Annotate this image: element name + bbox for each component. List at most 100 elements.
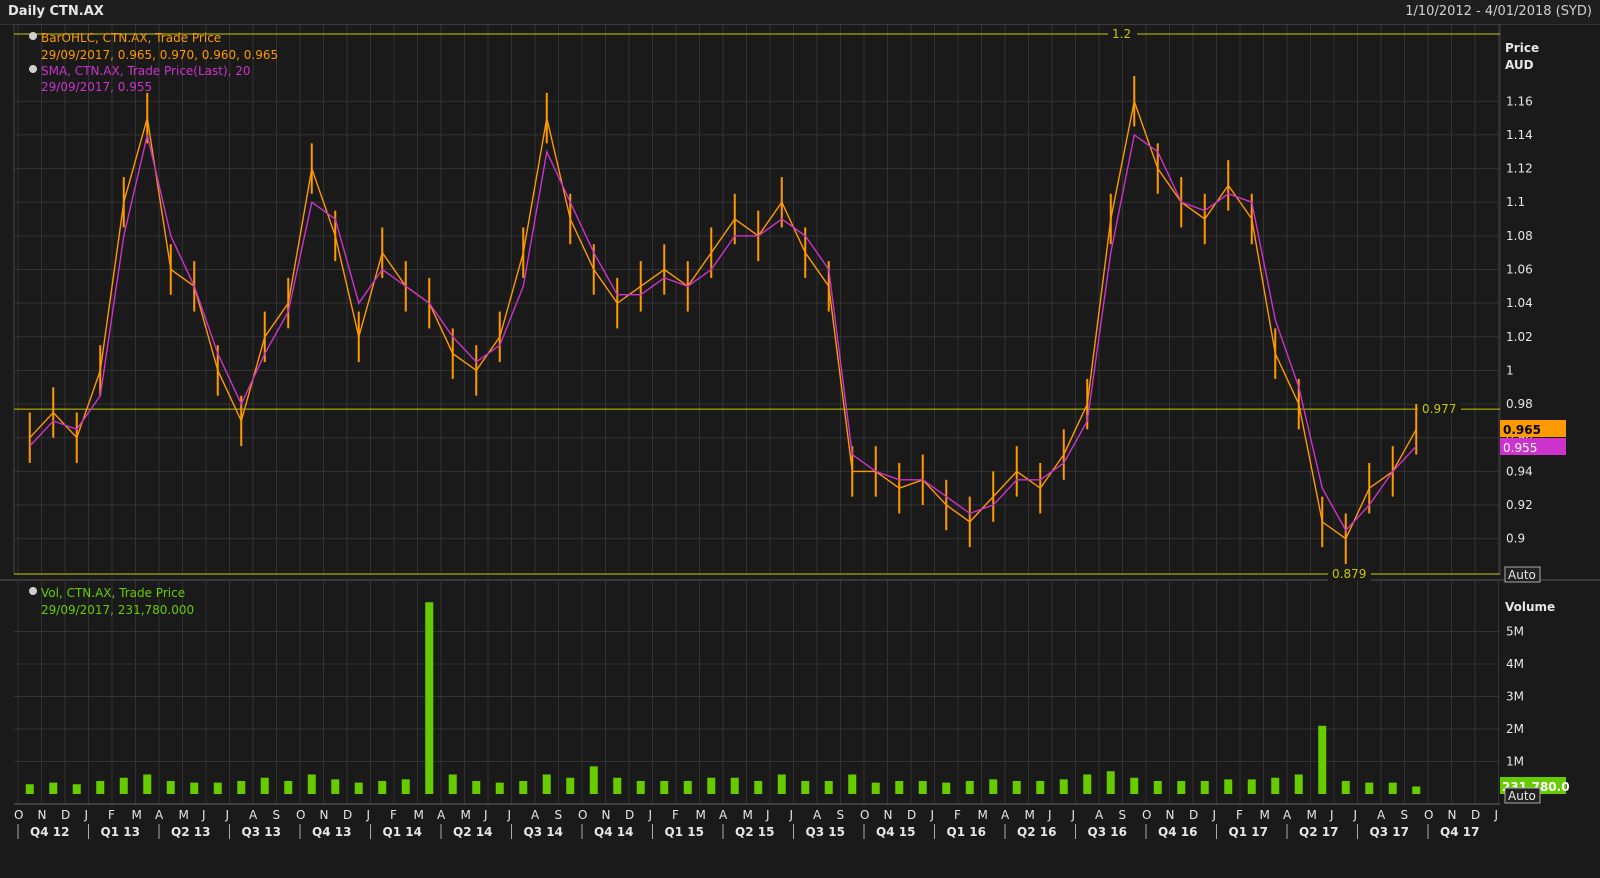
quarter-label: Q2 17 <box>1299 825 1338 839</box>
volume-bar <box>777 774 786 794</box>
month-label: A <box>1095 808 1104 822</box>
month-label: M <box>414 808 424 822</box>
price-auto-button[interactable] <box>1504 566 1541 583</box>
price-tick-label: 1.02 <box>1506 330 1533 344</box>
chart-title: Daily CTN.AX <box>8 4 104 19</box>
volume-bar <box>1153 781 1162 794</box>
month-label: D <box>625 808 634 822</box>
month-label: J <box>225 808 230 822</box>
volume-bar <box>965 781 974 794</box>
volume-bar <box>190 782 199 794</box>
legend-toggle-icon[interactable] <box>29 587 37 595</box>
volume-bar <box>331 779 340 794</box>
volume-bar <box>871 782 880 794</box>
price-auto-label[interactable]: Auto <box>1508 568 1536 582</box>
month-label: D <box>343 808 352 822</box>
volume-bar <box>519 781 528 794</box>
month-label: J <box>201 808 206 822</box>
volume-bar <box>1059 779 1068 794</box>
month-label: F <box>954 808 961 822</box>
volume-bar <box>96 781 105 794</box>
volume-bar <box>1247 779 1256 794</box>
month-label: A <box>719 808 728 822</box>
volume-bar <box>1012 781 1021 794</box>
legend-toggle-icon[interactable] <box>29 65 37 73</box>
volume-bar <box>401 779 410 794</box>
volume-axis-title: Volume <box>1505 600 1555 614</box>
volume-bar <box>660 781 669 794</box>
month-label: N <box>38 808 47 822</box>
price-panel-border <box>13 24 1501 575</box>
volume-bar <box>1318 725 1327 794</box>
volume-bars <box>25 602 1421 794</box>
month-label: O <box>1424 808 1433 822</box>
quarter-label: Q4 15 <box>876 825 915 839</box>
price-tick-label: 0.92 <box>1506 498 1533 512</box>
month-label: A <box>1377 808 1386 822</box>
volume-bar <box>49 782 58 794</box>
x-axis-quarters[interactable]: Q4 12 Q1 13 Q2 13 Q3 13 Q4 13 Q1 14 Q2 14 Q3 14… <box>17 824 1479 839</box>
quarter-label: Q1 14 <box>383 825 422 839</box>
volume-bar <box>1177 781 1186 794</box>
legend-price-label: BarOHLC, CTN.AX, Trade Price <box>41 31 221 45</box>
month-label: J <box>765 808 770 822</box>
quarter-label: Q3 17 <box>1370 825 1409 839</box>
volume-grid <box>14 580 1500 804</box>
volume-bar <box>1083 774 1092 794</box>
legend-toggle-icon[interactable] <box>29 32 37 40</box>
month-label: J <box>1494 808 1499 822</box>
quarter-label: Q1 13 <box>101 825 140 839</box>
chart-canvas[interactable]: 1.2 0.977 0.879 BarOHLC, CTN.AX, Trade Pri… <box>0 24 1600 878</box>
reference-label-bg <box>1328 567 1371 581</box>
volume-tick-label: 1M <box>1506 755 1524 769</box>
price-tick-label: 0.94 <box>1506 464 1533 478</box>
volume-bar <box>707 777 716 794</box>
volume-legend: Vol, CTN.AX, Trade Price 29/09/2017, 231… <box>29 586 194 617</box>
price-axis[interactable]: Price AUD <box>1505 41 1539 72</box>
volume-tick-label: 5M <box>1506 625 1524 639</box>
quarter-label: Q2 13 <box>171 825 210 839</box>
volume-auto-label[interactable]: Auto <box>1508 789 1536 803</box>
volume-tick-label: 4M <box>1506 657 1524 671</box>
month-label: J <box>483 808 488 822</box>
volume-bar <box>354 782 363 794</box>
month-label: O <box>1142 808 1151 822</box>
quarter-label: Q1 15 <box>665 825 704 839</box>
title-bar: Daily CTN.AX 1/10/2012 - 4/01/2018 (SYD) <box>0 0 1600 25</box>
price-series-line <box>29 98 1417 540</box>
price-tick-label: 1.08 <box>1506 229 1533 243</box>
quarter-label: Q1 16 <box>947 825 986 839</box>
reference-line-label: 0.977 <box>1422 402 1456 416</box>
price-tick-label: 0.9 <box>1506 532 1525 546</box>
price-tick-labels: 0.90.920.940.960.9811.021.041.061.081.11… <box>1506 94 1533 545</box>
month-label: J <box>507 808 512 822</box>
volume-tick-labels: 1M 2M 3M 4M 5M <box>1506 625 1524 769</box>
month-label: J <box>1047 808 1052 822</box>
volume-bar <box>1036 781 1045 794</box>
price-tick-label: 1.1 <box>1506 195 1525 209</box>
month-label: J <box>366 808 371 822</box>
month-label: F <box>672 808 679 822</box>
volume-tick-label: 3M <box>1506 690 1524 704</box>
volume-tick-label: 2M <box>1506 722 1524 736</box>
volume-bar <box>1224 779 1233 794</box>
volume-bar <box>472 781 481 794</box>
month-label: M <box>1260 808 1270 822</box>
month-label: M <box>1025 808 1035 822</box>
month-label: A <box>1001 808 1010 822</box>
legend-volume-label: Vol, CTN.AX, Trade Price <box>41 586 185 600</box>
quarter-label: Q4 14 <box>594 825 633 839</box>
date-range[interactable]: 1/10/2012 - 4/01/2018 (SYD) <box>1405 4 1592 19</box>
month-label: N <box>1448 808 1457 822</box>
month-label: D <box>1189 808 1198 822</box>
volume-bar <box>542 774 551 794</box>
month-label: M <box>461 808 471 822</box>
month-label: O <box>578 808 587 822</box>
month-label: F <box>1236 808 1243 822</box>
volume-bar <box>989 779 998 794</box>
volume-auto-button[interactable] <box>1504 787 1541 804</box>
month-label: O <box>860 808 869 822</box>
reference-label-bg <box>1108 27 1137 41</box>
